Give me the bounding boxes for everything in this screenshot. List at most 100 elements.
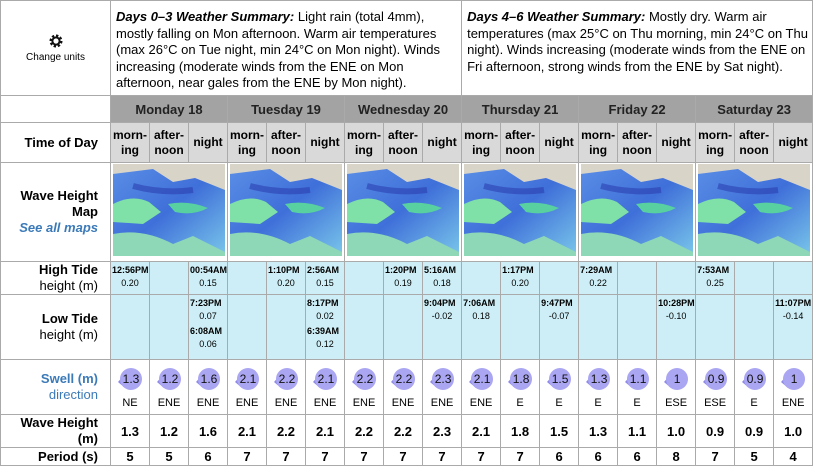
swell-icon: 2.3 (427, 366, 457, 392)
low-tide-cell (383, 294, 423, 360)
wave-height: 2.3 (421, 414, 463, 448)
wave-height: 2.1 (305, 414, 345, 448)
swell-cell: 2.2 ENE (344, 359, 384, 415)
tide-time: 8:17PM (307, 298, 339, 308)
swell-label: Swell (m) (40, 371, 98, 386)
swell-icon: 1.6 (193, 366, 223, 392)
row-label: Low Tide height (m) (0, 294, 111, 360)
swell-direction: ENE (274, 396, 298, 409)
tide-height: 0.20 (121, 278, 139, 288)
wave-period: 6 (188, 447, 228, 466)
tide-time: 1:20PM (385, 265, 417, 275)
tide-time: 1:17PM (502, 265, 534, 275)
row-label: Wave Height (m) (0, 414, 111, 448)
swell-direction: E (750, 396, 758, 409)
swell-direction: ENE (352, 396, 376, 409)
wave-period: 5 (149, 447, 189, 466)
high-tide-cell (344, 261, 384, 295)
period-row: Period (s) 5 5 6 7 7 7 7 7 7 7 7 6 6 6 8 7 5 4 (0, 447, 814, 466)
swell-height: 2.1 (317, 371, 335, 386)
tide-height: -0.02 (431, 311, 453, 321)
swell-icon: 2.2 (271, 366, 301, 392)
wave-period: 7 (383, 447, 423, 466)
wave-period: 8 (656, 447, 697, 466)
swell-height: 1.1 (629, 371, 647, 386)
period-header: after- noon (266, 122, 306, 163)
tide-time: 9:04PM (424, 298, 456, 308)
wave-map[interactable] (580, 163, 695, 261)
settings-cell: Change units (0, 0, 111, 96)
swell-cell: 1.3 NE (110, 359, 150, 415)
day-header: Thursday 21 (461, 95, 580, 123)
time-row: Time of Day morn- ing after- noon night morn… (0, 122, 814, 163)
low-tide-cell: 11:07PM -0.14 (773, 294, 814, 360)
wave-height: 1.2 (149, 414, 189, 448)
wave-height: 2.2 (344, 414, 384, 448)
wave-height: 2.2 (383, 414, 423, 448)
wave-map[interactable] (229, 163, 344, 261)
swell-icon: 1.1 (622, 366, 652, 392)
tide-time: 7:06AM (463, 298, 496, 308)
tide-height: 0.07 (199, 311, 217, 321)
swell-direction: ENE (235, 396, 259, 409)
high-tide-cell (617, 261, 658, 295)
day-header: Friday 22 (578, 95, 697, 123)
wave-map[interactable] (697, 163, 812, 261)
weather-summary: Days 0–3 Weather Summary: Light rain (to… (109, 0, 463, 96)
high-tide-label: High Tide (39, 262, 98, 278)
wave-map[interactable] (463, 163, 578, 261)
wave-height: 1.6 (188, 414, 228, 448)
wave-height: 2.1 (227, 414, 267, 448)
map-cell (227, 162, 345, 262)
low-tide-cell: 8:17PM 0.02 6:39AM 0.12 (305, 294, 345, 360)
swell-height: 1.3 (122, 371, 140, 386)
tide-time: 5:16AM (424, 265, 457, 275)
map-cell (110, 162, 228, 262)
wave-map[interactable] (346, 163, 461, 261)
map-link[interactable]: See all maps (19, 220, 98, 235)
low-tide-cell (149, 294, 189, 360)
period-header: after- noon (734, 122, 775, 163)
wave-period: 5 (734, 447, 775, 466)
tide-unit: height (m) (39, 278, 98, 293)
tide-height: 0.20 (277, 278, 295, 288)
swell-cell: 0.9 E (734, 359, 775, 415)
period-header: after- noon (500, 122, 541, 163)
low-tide-label: Low Tide (41, 311, 98, 326)
swell-cell: 1 ESE (656, 359, 697, 415)
swell-cell: 2.1 ENE (227, 359, 267, 415)
low-tide-cell (695, 294, 736, 360)
swell-icon: 1 (661, 366, 691, 392)
swell-height: 2.1 (473, 371, 491, 386)
wave-height: 1.5 (539, 414, 580, 448)
low-tide-cell (617, 294, 658, 360)
summary-text: Mostly dry. Warm air temperatures (max 2… (467, 9, 808, 74)
swell-direction: ENE (781, 396, 805, 409)
swell-direction: E (594, 396, 602, 409)
swell-height: 2.2 (278, 371, 296, 386)
tide-height: 0.12 (316, 339, 334, 349)
change-units[interactable]: Change units (26, 52, 85, 63)
low-tide-cell (578, 294, 619, 360)
wave-height: 2.1 (461, 414, 502, 448)
tide-time: 6:08AM (190, 326, 223, 336)
low-tide-row: Low Tide height (m) 7:23PM 0.07 6:08AM 0.06 8:… (0, 294, 814, 360)
period-header: night (773, 122, 814, 163)
wave-map[interactable] (112, 163, 227, 261)
high-tide-row: High Tide height (m) 12:56PM 0.20 00:54AM 0.1… (0, 261, 814, 295)
wave-height: 1.3 (110, 414, 150, 448)
swell-cell: 2.3 ENE (421, 359, 463, 415)
swell-cell: 1.2 ENE (149, 359, 189, 415)
tide-time: 6:39AM (307, 326, 340, 336)
tide-unit: height (m) (39, 327, 98, 342)
wave-height: 1.0 (656, 414, 697, 448)
tide-height: 0.18 (472, 311, 490, 321)
tide-height: 0.06 (199, 339, 217, 349)
summary-text: Light rain (total 4mm), mostly falling o… (116, 9, 440, 90)
high-tide-cell (227, 261, 267, 295)
blank-cell (0, 95, 111, 123)
low-tide-cell (266, 294, 306, 360)
tide-height: -0.14 (782, 311, 804, 321)
swell-icon: 2.2 (388, 366, 418, 392)
